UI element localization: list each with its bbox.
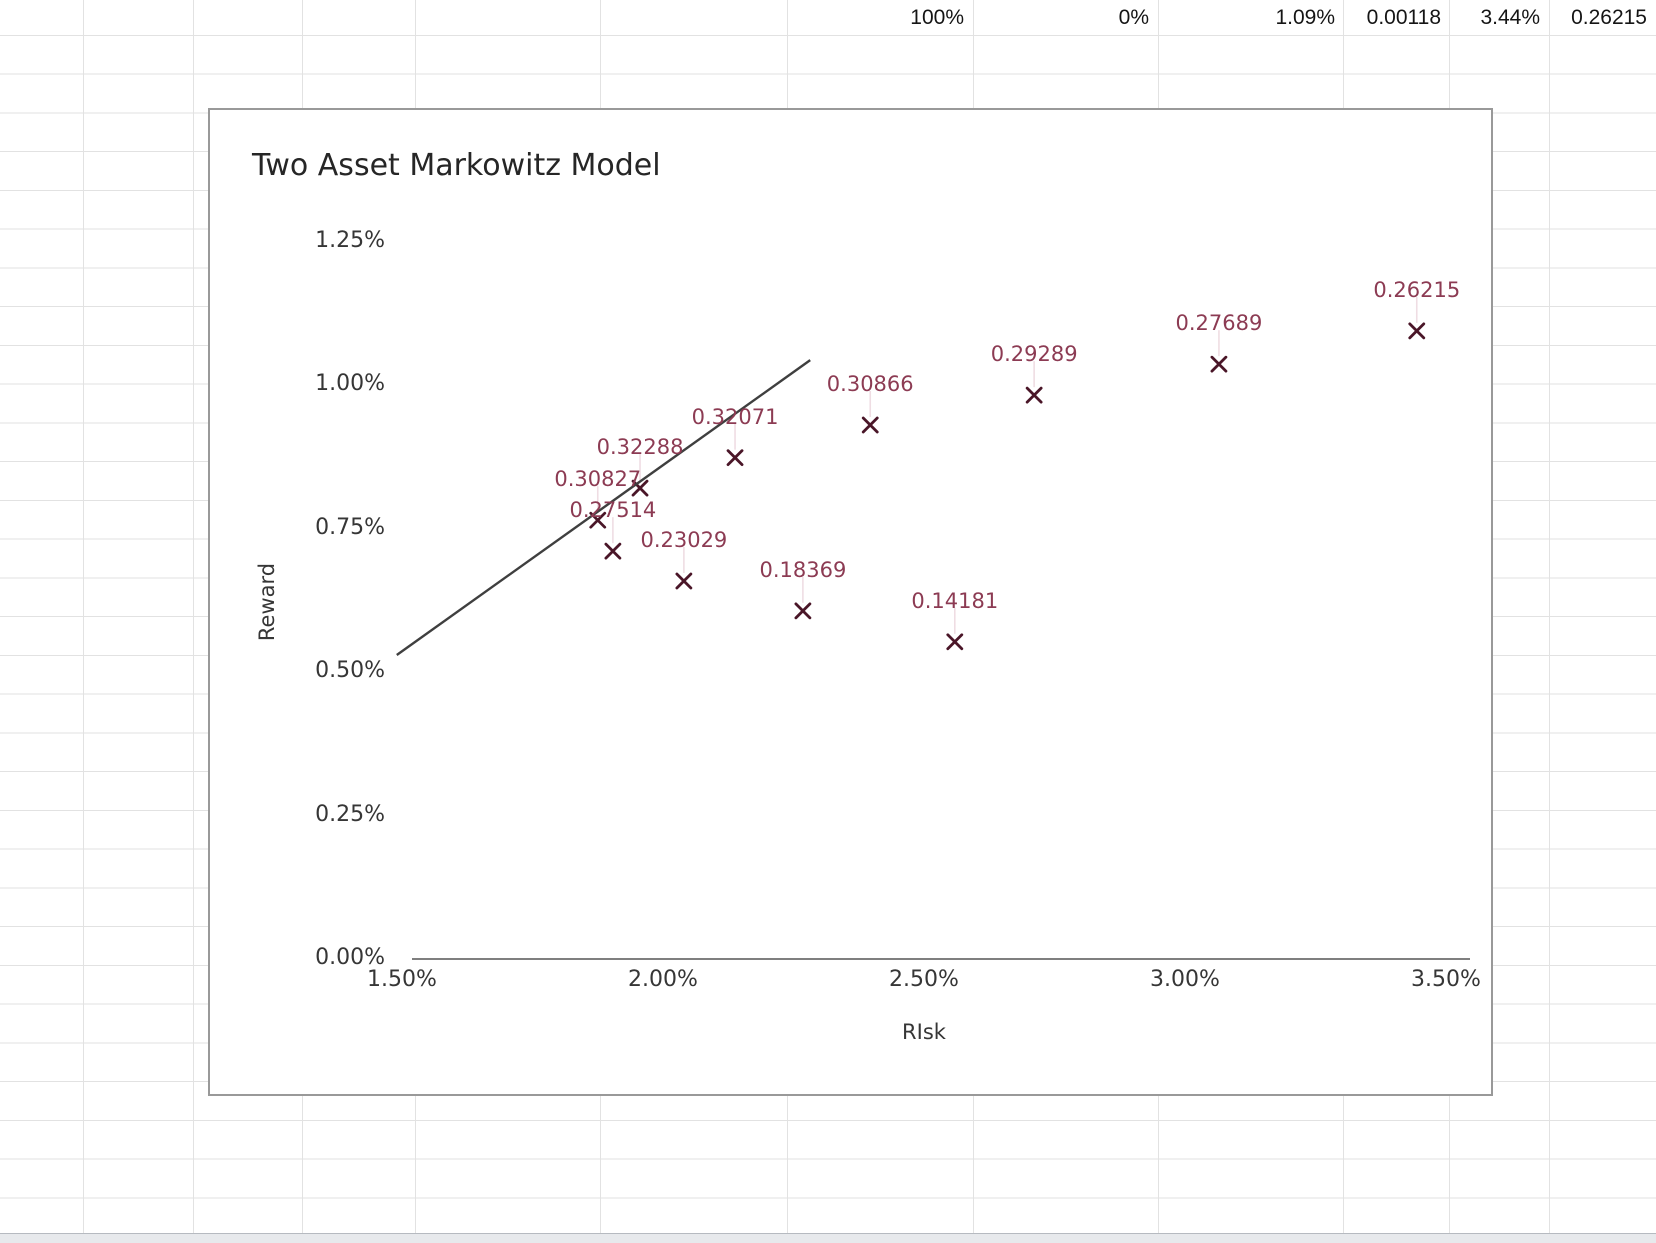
grid-column-line (83, 0, 84, 1233)
scatter-marker (604, 542, 622, 560)
y-tick-label: 0.25% (315, 801, 385, 827)
y-tick-label: 1.00% (315, 371, 385, 397)
scatter-marker (1408, 322, 1426, 340)
y-tick-label: 0.50% (315, 658, 385, 684)
x-tick-label: 3.00% (1150, 967, 1220, 992)
scatter-marker (861, 416, 879, 434)
data-point-label: 0.30866 (826, 371, 914, 396)
data-point-label: 0.29289 (990, 342, 1078, 367)
data-point-label: 0.30827 (554, 467, 642, 492)
x-axis-line (412, 958, 1470, 960)
data-point-label: 0.23029 (640, 527, 728, 552)
data-point-label: 0.32071 (691, 404, 779, 429)
chart-object[interactable]: Two Asset Markowitz Model Reward RIsk 1.… (208, 108, 1493, 1096)
cell-row1-value-4[interactable]: 0.00118 (1366, 6, 1441, 29)
frontier-line (396, 359, 811, 656)
y-tick-label: 0.00% (315, 945, 385, 970)
data-point-label: 0.27689 (1175, 311, 1263, 336)
grid-column-line (193, 0, 194, 1233)
data-point-label: 0.32288 (596, 435, 684, 460)
x-tick-label: 1.50% (367, 967, 437, 992)
scatter-marker (794, 602, 812, 620)
data-point-label: 0.26215 (1373, 277, 1461, 302)
data-point-label: 0.27514 (569, 498, 657, 523)
x-axis-title: RIsk (902, 1020, 946, 1044)
y-tick-label: 1.25% (315, 228, 385, 253)
x-tick-label: 3.50% (1411, 967, 1481, 992)
horizontal-scrollbar-track[interactable] (0, 1233, 1656, 1243)
cell-row1-value-2[interactable]: 0% (1118, 6, 1149, 29)
data-point-label: 0.18369 (759, 557, 847, 582)
scatter-marker (946, 633, 964, 651)
scatter-marker (675, 572, 693, 590)
cell-row1-value-6[interactable]: 0.26215 (1571, 6, 1647, 29)
grid-column-line (1549, 0, 1550, 1233)
chart-title: Two Asset Markowitz Model (252, 148, 661, 183)
cell-row1-value-3[interactable]: 1.09% (1275, 6, 1335, 29)
cell-row1-value-1[interactable]: 100% (910, 6, 964, 29)
scatter-marker (1210, 355, 1228, 373)
y-tick-label: 0.75% (315, 514, 385, 540)
cell-row1-value-5[interactable]: 3.44% (1480, 6, 1540, 29)
scatter-plot-area (396, 296, 1426, 656)
scatter-marker (726, 449, 744, 467)
data-point-label: 0.14181 (911, 588, 999, 613)
x-tick-label: 2.00% (628, 967, 698, 992)
x-tick-label: 2.50% (889, 967, 959, 992)
scatter-marker (1025, 386, 1043, 404)
